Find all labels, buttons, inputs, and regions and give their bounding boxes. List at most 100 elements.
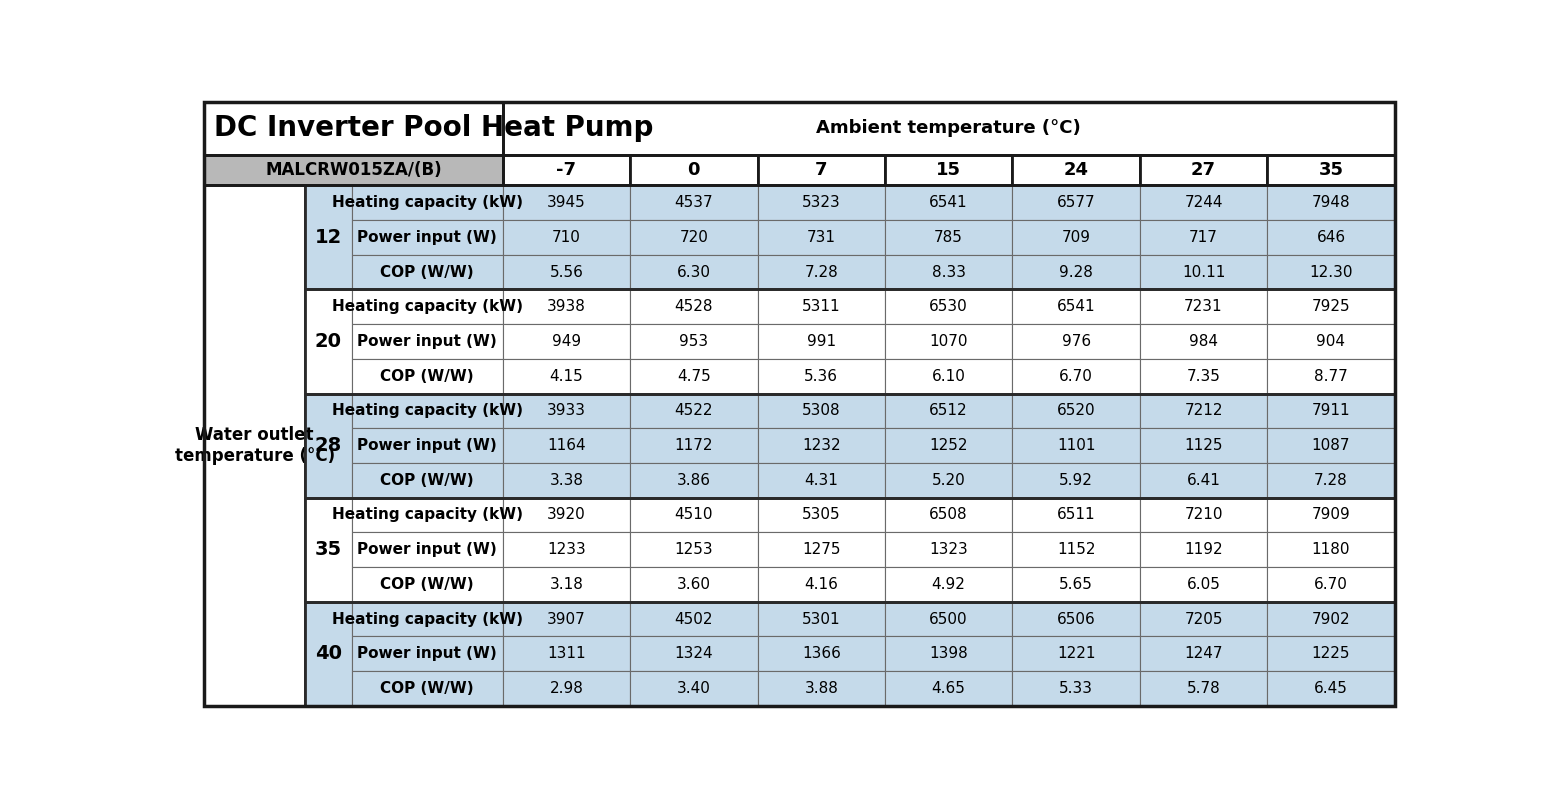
Text: 3945: 3945 <box>548 195 585 210</box>
Bar <box>1140 324 1267 359</box>
Text: Power input (W): Power input (W) <box>357 646 498 662</box>
Bar <box>351 220 502 254</box>
Bar <box>630 532 758 567</box>
Text: Ambient temperature (°C): Ambient temperature (°C) <box>816 119 1081 138</box>
Text: 3.18: 3.18 <box>549 577 583 592</box>
Bar <box>1267 671 1395 706</box>
Text: Water outlet
temperature (°C): Water outlet temperature (°C) <box>175 426 335 465</box>
Text: 5308: 5308 <box>802 403 841 418</box>
Bar <box>885 671 1012 706</box>
Bar <box>758 154 885 186</box>
Bar <box>502 463 630 498</box>
Text: 10.11: 10.11 <box>1182 265 1225 279</box>
Text: 5323: 5323 <box>802 195 841 210</box>
Bar <box>204 102 502 154</box>
Bar <box>885 186 1012 220</box>
Bar <box>630 290 758 324</box>
Text: Heating capacity (kW): Heating capacity (kW) <box>332 299 523 314</box>
Bar <box>630 671 758 706</box>
Bar <box>1140 463 1267 498</box>
Text: 12: 12 <box>315 228 342 247</box>
Text: 904: 904 <box>1317 334 1345 349</box>
Bar <box>306 290 351 394</box>
Bar <box>630 186 758 220</box>
Bar <box>1140 154 1267 186</box>
Text: 976: 976 <box>1061 334 1090 349</box>
Bar <box>1267 290 1395 324</box>
Text: Power input (W): Power input (W) <box>357 230 498 245</box>
Bar <box>1012 567 1140 602</box>
Bar <box>1012 290 1140 324</box>
Bar <box>502 394 630 428</box>
Text: 4528: 4528 <box>674 299 713 314</box>
Text: 3.38: 3.38 <box>549 473 583 488</box>
Text: 6508: 6508 <box>930 507 969 522</box>
Text: 7: 7 <box>814 161 827 179</box>
Text: COP (W/W): COP (W/W) <box>381 369 474 384</box>
Bar <box>502 359 630 394</box>
Bar <box>351 532 502 567</box>
Text: 7.35: 7.35 <box>1187 369 1220 384</box>
Bar <box>351 428 502 463</box>
Text: 4522: 4522 <box>674 403 713 418</box>
Bar <box>1267 254 1395 290</box>
Bar <box>1012 637 1140 671</box>
Text: MALCRW015ZA/(B): MALCRW015ZA/(B) <box>265 161 441 179</box>
Bar <box>758 463 885 498</box>
Text: 6520: 6520 <box>1056 403 1095 418</box>
Bar <box>758 186 885 220</box>
Bar <box>502 602 630 637</box>
Bar <box>306 602 351 706</box>
Bar <box>502 220 630 254</box>
Text: 6506: 6506 <box>1056 611 1095 626</box>
Bar <box>1140 602 1267 637</box>
Text: Heating capacity (kW): Heating capacity (kW) <box>332 195 523 210</box>
Text: 1125: 1125 <box>1184 438 1223 453</box>
Text: 5.36: 5.36 <box>805 369 838 384</box>
Bar <box>630 154 758 186</box>
Bar <box>1140 290 1267 324</box>
Bar <box>502 254 630 290</box>
Text: Heating capacity (kW): Heating capacity (kW) <box>332 403 523 418</box>
Bar <box>1140 428 1267 463</box>
Text: 6.05: 6.05 <box>1187 577 1220 592</box>
Bar <box>758 637 885 671</box>
Bar <box>758 498 885 532</box>
Text: 710: 710 <box>552 230 580 245</box>
Bar <box>630 324 758 359</box>
Bar <box>885 254 1012 290</box>
Text: 4537: 4537 <box>674 195 713 210</box>
Text: 6500: 6500 <box>930 611 969 626</box>
Text: 3920: 3920 <box>548 507 585 522</box>
Bar <box>502 324 630 359</box>
Text: 717: 717 <box>1189 230 1218 245</box>
Text: COP (W/W): COP (W/W) <box>381 473 474 488</box>
Bar <box>630 463 758 498</box>
Text: 1247: 1247 <box>1184 646 1223 662</box>
Text: 7210: 7210 <box>1184 507 1223 522</box>
Text: 5.65: 5.65 <box>1059 577 1094 592</box>
Bar <box>1012 394 1140 428</box>
Bar <box>351 602 502 637</box>
Bar <box>1267 602 1395 637</box>
Bar <box>1267 463 1395 498</box>
Text: 984: 984 <box>1189 334 1218 349</box>
Bar <box>1267 498 1395 532</box>
Bar <box>1140 567 1267 602</box>
Bar <box>502 671 630 706</box>
Bar <box>630 359 758 394</box>
Bar <box>758 428 885 463</box>
Bar <box>351 324 502 359</box>
Text: 6.41: 6.41 <box>1187 473 1220 488</box>
Text: 7948: 7948 <box>1312 195 1351 210</box>
Text: Heating capacity (kW): Heating capacity (kW) <box>332 611 523 626</box>
Text: 3.86: 3.86 <box>677 473 711 488</box>
Text: 1275: 1275 <box>802 542 841 557</box>
Bar <box>1140 359 1267 394</box>
Text: 3.60: 3.60 <box>677 577 711 592</box>
Text: 5.78: 5.78 <box>1187 681 1220 696</box>
Bar <box>885 359 1012 394</box>
Bar <box>1012 428 1140 463</box>
Text: 1311: 1311 <box>548 646 585 662</box>
Text: 6577: 6577 <box>1056 195 1095 210</box>
